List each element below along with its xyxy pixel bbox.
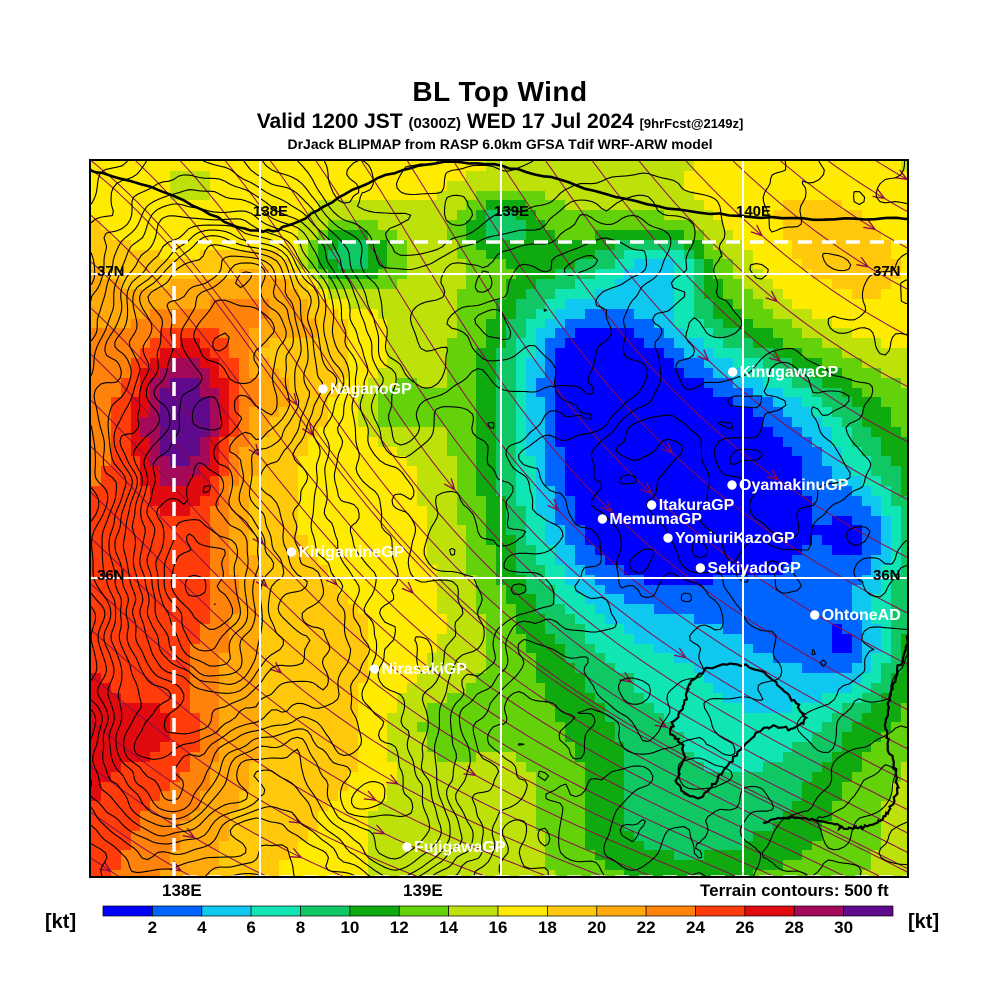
svg-text:4: 4 bbox=[197, 918, 207, 937]
svg-text:10: 10 bbox=[340, 918, 359, 937]
svg-text:26: 26 bbox=[735, 918, 754, 937]
svg-text:16: 16 bbox=[489, 918, 508, 937]
svg-text:14: 14 bbox=[439, 918, 458, 937]
svg-text:20: 20 bbox=[587, 918, 606, 937]
svg-text:12: 12 bbox=[390, 918, 409, 937]
svg-text:18: 18 bbox=[538, 918, 557, 937]
svg-text:6: 6 bbox=[246, 918, 255, 937]
svg-text:8: 8 bbox=[296, 918, 305, 937]
svg-text:24: 24 bbox=[686, 918, 705, 937]
svg-text:28: 28 bbox=[785, 918, 804, 937]
svg-text:2: 2 bbox=[148, 918, 157, 937]
svg-text:30: 30 bbox=[834, 918, 853, 937]
svg-text:22: 22 bbox=[637, 918, 656, 937]
